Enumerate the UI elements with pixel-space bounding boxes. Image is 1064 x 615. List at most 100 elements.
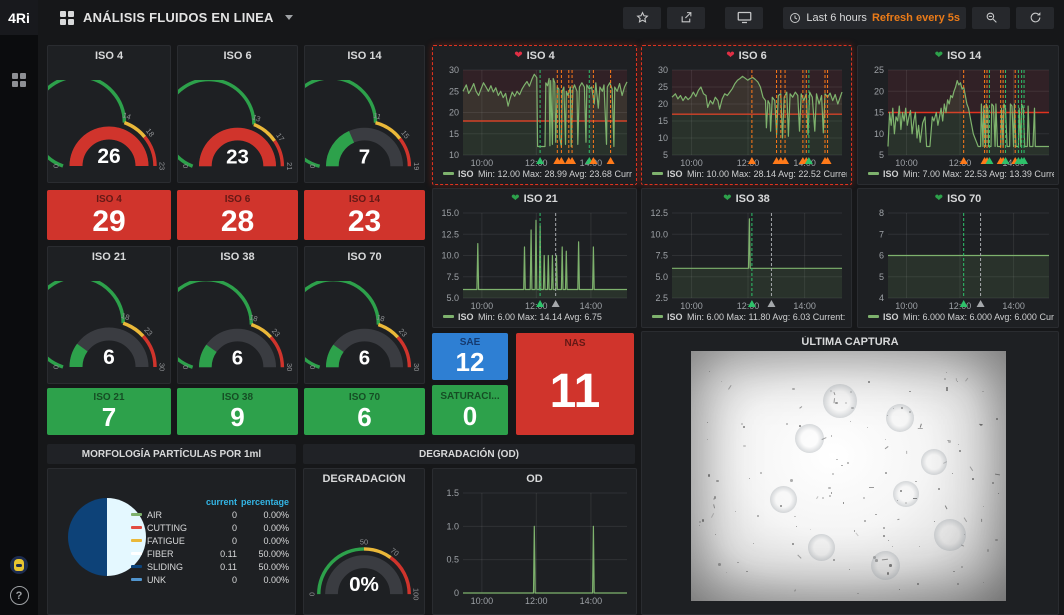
panel-title[interactable]: ISO 6 <box>223 50 252 62</box>
svg-text:10: 10 <box>874 129 884 139</box>
timeseries-iso21[interactable]: 5.0 7.5 10.0 12.5 15.0 10:00 12:00 14:00 <box>437 208 632 311</box>
series-name: FATIGUE <box>147 535 185 546</box>
morfologia-row[interactable]: SLIDING 0.11 50.00% <box>131 560 289 573</box>
stat-iso38[interactable]: ISO 38 9 <box>177 388 298 435</box>
panel-title[interactable]: DEGRADACIÓN <box>322 473 406 485</box>
morfologia-row[interactable]: AIR 0 0.00% <box>131 508 289 521</box>
gauge-panel-iso38: ISO 38 0 18 23 30 6 <box>159 246 298 384</box>
morfologia-row[interactable]: FATIGUE 0 0.00% <box>131 534 289 547</box>
chart-legend[interactable]: ISO Min: 10.00 Max: 28.14 Avg: 22.52 Cur… <box>652 169 847 182</box>
user-avatar[interactable] <box>10 556 28 574</box>
zoom-out-icon <box>986 12 997 23</box>
svg-text:23: 23 <box>158 162 167 170</box>
panel-title[interactable]: ❤ ISO 14 <box>934 50 982 62</box>
stat-nas[interactable]: NAS 11 <box>516 333 634 435</box>
svg-text:23: 23 <box>226 145 249 168</box>
svg-text:12:00: 12:00 <box>949 158 972 168</box>
time-picker[interactable]: Last 6 hours Refresh every 5s <box>783 6 966 29</box>
morfologia-row[interactable]: FIBER 0.11 50.00% <box>131 547 289 560</box>
panel-title[interactable]: OD <box>526 473 543 485</box>
star-button[interactable] <box>623 6 662 29</box>
chart-legend[interactable]: ISO Min: 6.00 Max: 11.80 Avg: 6.03 Curre… <box>652 312 847 325</box>
dashboards-icon[interactable] <box>11 72 27 88</box>
panel-title[interactable]: ISO 38 <box>220 251 255 263</box>
panel-title[interactable]: ❤ ISO 21 <box>511 193 558 205</box>
svg-text:7: 7 <box>879 229 884 239</box>
stat-iso70[interactable]: ISO 70 6 <box>304 388 425 435</box>
stat-sae[interactable]: SAE 12 <box>432 333 508 380</box>
tv-button[interactable] <box>725 6 764 29</box>
svg-text:6: 6 <box>103 346 115 369</box>
row-header-morfologia[interactable]: MORFOLOGÍA PARTÍCULAS POR 1ml <box>47 444 296 464</box>
column-header-current[interactable]: current <box>205 496 237 507</box>
help-icon[interactable]: ? <box>9 586 29 605</box>
series-current: 0.11 <box>220 561 237 572</box>
svg-text:5: 5 <box>663 150 668 160</box>
svg-text:5: 5 <box>879 150 884 160</box>
stat-label: ISO 38 <box>221 392 254 404</box>
svg-text:30: 30 <box>658 66 668 75</box>
svg-text:12:00: 12:00 <box>737 301 760 311</box>
logo-4ri[interactable]: 4Ri <box>0 0 38 35</box>
svg-text:1.5: 1.5 <box>446 489 459 498</box>
chart-legend[interactable]: ISO Min: 6.00 Max: 14.14 Avg: 6.75 <box>443 312 632 325</box>
panel-title[interactable]: ❤ ISO 4 <box>514 50 555 62</box>
stat-iso21[interactable]: ISO 21 7 <box>47 388 171 435</box>
svg-text:0: 0 <box>181 164 190 168</box>
svg-text:17: 17 <box>274 131 286 143</box>
morfologia-table-header: current percentage <box>131 495 289 508</box>
stat-iso6[interactable]: ISO 6 28 <box>177 190 298 240</box>
chart-legend[interactable]: ISO Min: 12.00 Max: 28.99 Avg: 23.68 Cur… <box>443 169 632 182</box>
timeseries-iso38[interactable]: 2.5 5.0 7.5 10.0 12.5 10:00 12:00 14:00 <box>646 208 847 311</box>
stat-value: 28 <box>220 204 255 238</box>
chart-legend[interactable]: ISO Min: 7.00 Max: 22.53 Avg: 13.39 Curr… <box>868 169 1054 182</box>
timeseries-od[interactable]: 0 0.5 1.0 1.5 10:00 12:00 14:00 <box>437 488 632 606</box>
column-header-percentage[interactable]: percentage <box>240 496 289 507</box>
svg-text:10:00: 10:00 <box>680 158 703 168</box>
chart-legend[interactable]: ISO Min: 6.000 Max: 6.000 Avg: 6.000 Cur… <box>868 312 1054 325</box>
panel-title[interactable]: ÚLTIMA CAPTURA <box>801 336 899 348</box>
series-name: FIBER <box>147 548 174 559</box>
series-current: 0 <box>231 509 237 520</box>
share-icon <box>681 12 692 23</box>
panel-title[interactable]: ❤ ISO 6 <box>726 50 767 62</box>
star-icon <box>636 11 649 23</box>
gauge-degradacion: 0 50 70 100 0% <box>304 508 424 604</box>
row-header-degradacion[interactable]: DEGRADACIÓN (OD) <box>303 444 635 464</box>
svg-text:20: 20 <box>874 86 884 96</box>
panel-title[interactable]: ISO 4 <box>94 50 124 62</box>
gauge-panel-iso21: ISO 21 0 18 23 30 6 <box>29 246 171 384</box>
morfologia-row[interactable]: UNK 0 0.00% <box>131 573 289 586</box>
timeseries-iso70[interactable]: 4 5 6 7 8 10:00 12:00 14:00 <box>862 208 1054 311</box>
series-swatch <box>131 526 142 529</box>
refresh-icon <box>1030 12 1040 23</box>
stat-value: 23 <box>347 204 382 238</box>
share-button[interactable] <box>667 6 706 29</box>
legend-swatch <box>443 315 454 318</box>
morfologia-row[interactable]: CUTTING 0 0.00% <box>131 521 289 534</box>
panel-title[interactable]: ❤ ISO 70 <box>934 193 982 205</box>
series-name: CUTTING <box>147 522 187 533</box>
svg-text:30: 30 <box>285 363 294 371</box>
sidebar: 4Ri ? <box>0 0 38 615</box>
svg-text:12:00: 12:00 <box>737 158 760 168</box>
svg-text:15: 15 <box>874 108 884 118</box>
heart-icon: ❤ <box>934 50 944 61</box>
svg-text:7.5: 7.5 <box>446 272 459 282</box>
stat-saturacion[interactable]: SATURACI... 0 <box>432 385 508 435</box>
stat-iso14[interactable]: ISO 14 23 <box>304 190 425 240</box>
refresh-button[interactable] <box>1016 6 1054 29</box>
panel-title[interactable]: ❤ ISO 38 <box>723 193 770 205</box>
zoom-out-button[interactable] <box>972 6 1010 29</box>
panel-title[interactable]: ISO 70 <box>347 251 382 263</box>
dashboard-title-button[interactable]: ANÁLISIS FLUIDOS EN LINEA <box>60 10 293 25</box>
stat-iso4[interactable]: ISO 4 29 <box>47 190 171 240</box>
panel-title[interactable]: ISO 14 <box>347 50 382 62</box>
svg-text:0: 0 <box>308 164 317 168</box>
svg-text:14: 14 <box>121 110 132 121</box>
panel-title[interactable]: ISO 21 <box>91 251 127 263</box>
